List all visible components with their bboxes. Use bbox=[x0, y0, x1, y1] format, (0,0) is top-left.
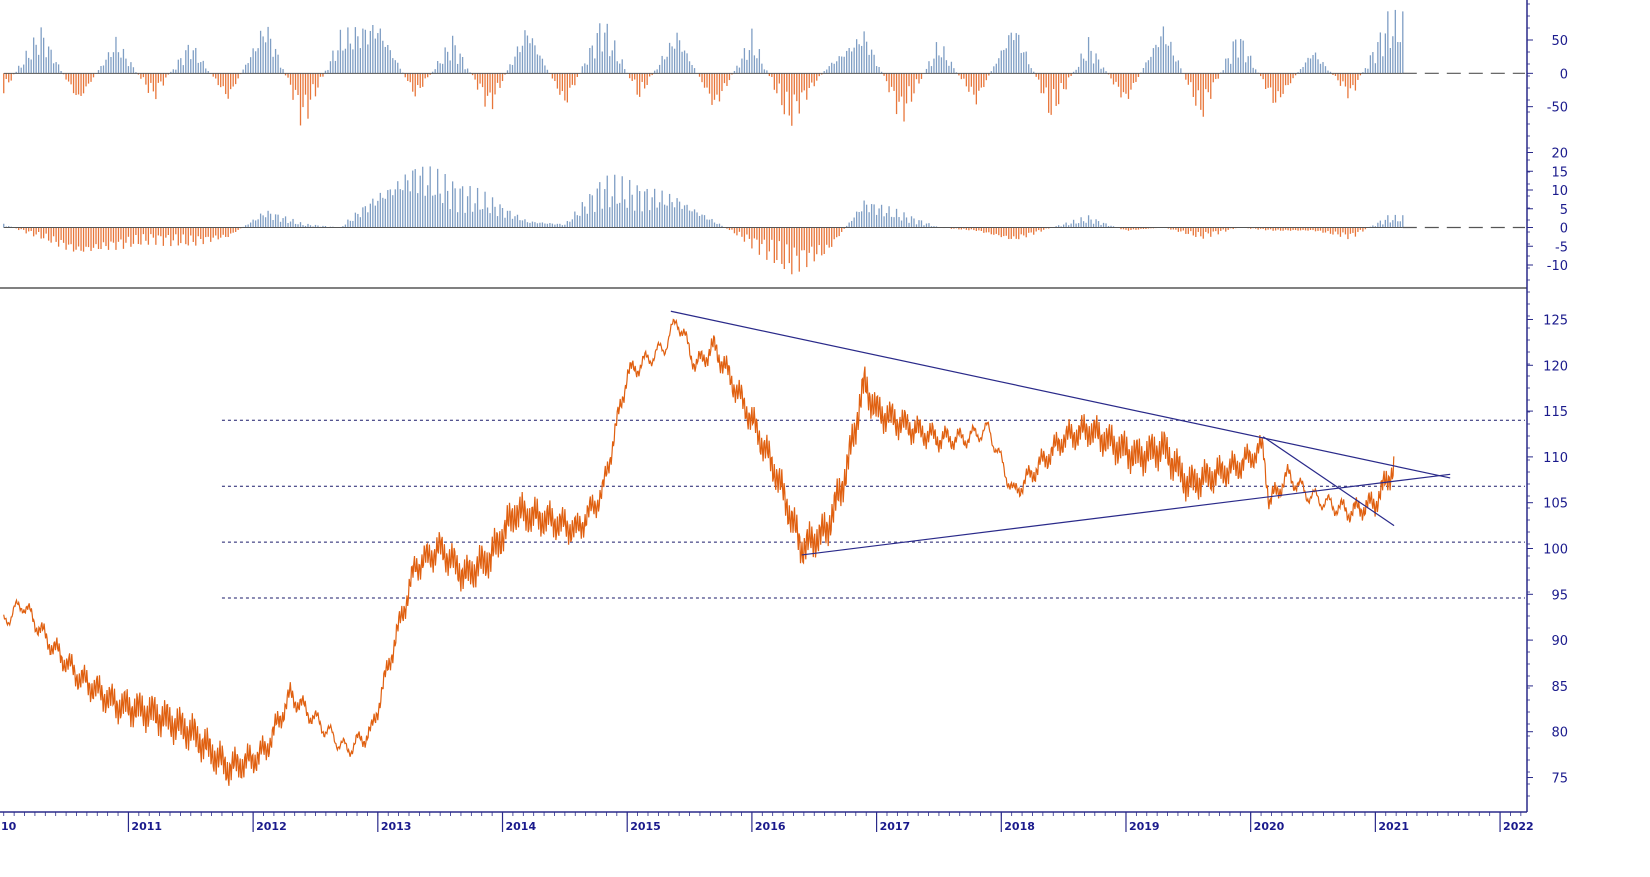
x-tick-label-2: 2013 bbox=[381, 820, 412, 833]
top-osc-tick-label-2: -50 bbox=[1547, 101, 1568, 116]
x-tick-label-6: 2017 bbox=[880, 820, 911, 833]
axes: 500-5020151050-5-10125120115110105100959… bbox=[0, 0, 1568, 833]
price-tick-label-9: 80 bbox=[1551, 726, 1568, 741]
trendline-1 bbox=[801, 473, 1451, 556]
trendline-2 bbox=[1262, 436, 1395, 527]
mid-osc-tick-label-3: 5 bbox=[1560, 203, 1568, 218]
middle-oscillator-panel bbox=[3, 166, 1525, 275]
mid-osc-tick-label-5: -5 bbox=[1555, 240, 1568, 255]
top-oscillator-panel bbox=[3, 9, 1525, 126]
mid-osc-tick-label-1: 15 bbox=[1551, 165, 1568, 180]
x-tick-label-9: 2020 bbox=[1254, 820, 1285, 833]
mid-osc-tick-label-4: 0 bbox=[1560, 222, 1568, 237]
trendline-0 bbox=[670, 310, 1451, 479]
x-tick-label-partial: 10 bbox=[1, 820, 17, 833]
price-tick-label-6: 95 bbox=[1551, 588, 1568, 603]
top-osc-tick-label-1: 0 bbox=[1560, 67, 1568, 82]
price-tick-label-8: 85 bbox=[1551, 680, 1568, 695]
price-panel bbox=[3, 310, 1525, 786]
x-tick-label-1: 2012 bbox=[256, 820, 287, 833]
x-tick-label-5: 2016 bbox=[755, 820, 786, 833]
price-tick-label-2: 115 bbox=[1543, 405, 1568, 420]
price-tick-label-5: 100 bbox=[1543, 543, 1568, 558]
mid-osc-tick-label-2: 10 bbox=[1551, 184, 1568, 199]
price-tick-label-1: 120 bbox=[1543, 359, 1568, 374]
mid-osc-tick-label-0: 20 bbox=[1551, 147, 1568, 162]
x-tick-label-11: 2022 bbox=[1503, 820, 1534, 833]
x-tick-label-10: 2021 bbox=[1378, 820, 1409, 833]
price-tick-label-3: 110 bbox=[1543, 451, 1568, 466]
price-tick-label-7: 90 bbox=[1551, 634, 1568, 649]
price-tick-label-10: 75 bbox=[1551, 772, 1568, 787]
price-series-line bbox=[3, 318, 1395, 786]
x-tick-label-0: 2011 bbox=[131, 820, 162, 833]
x-tick-label-3: 2014 bbox=[506, 820, 537, 833]
x-tick-label-8: 2019 bbox=[1129, 820, 1160, 833]
x-tick-label-7: 2018 bbox=[1004, 820, 1035, 833]
mid-osc-tick-label-6: -10 bbox=[1547, 259, 1568, 274]
top-osc-tick-label-0: 50 bbox=[1551, 34, 1568, 49]
x-tick-label-4: 2015 bbox=[630, 820, 661, 833]
price-tick-label-0: 125 bbox=[1543, 313, 1568, 328]
price-tick-label-4: 105 bbox=[1543, 497, 1568, 512]
